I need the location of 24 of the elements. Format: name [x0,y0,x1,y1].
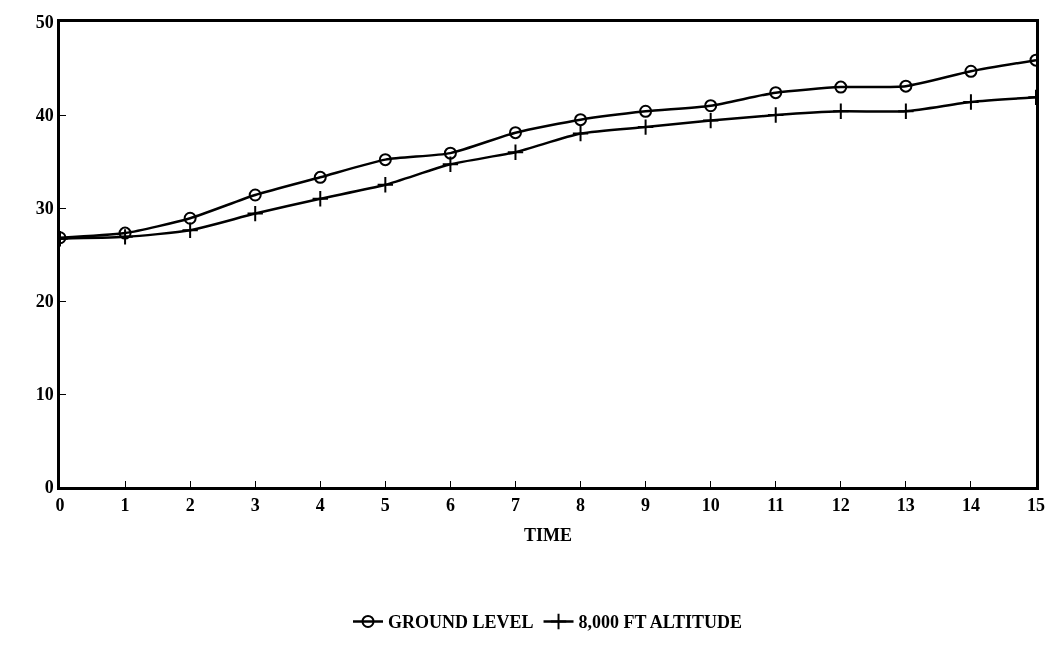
x-tick-label: 15 [1027,495,1045,516]
x-axis-title: TIME [523,525,573,546]
y-tick-label: 50 [35,12,54,33]
legend-label: 8,000 FT ALTITUDE [578,612,743,633]
y-tick-label: 30 [35,198,54,219]
x-tick-label: 7 [510,495,520,516]
legend-label: GROUND LEVEL [388,612,534,633]
y-tick-label: 10 [35,384,54,405]
x-tick-label: 12 [831,495,850,516]
x-tick-label: 5 [380,495,390,516]
y-tick-label: 20 [35,291,54,312]
x-tick-label: 9 [641,495,651,516]
x-tick-label: 13 [896,495,915,516]
x-tick-label: 2 [185,495,195,516]
x-tick-label: 4 [315,495,325,516]
x-tick-label: 6 [445,495,455,516]
y-tick-label: 0 [44,477,54,498]
y-tick-label: 40 [35,105,54,126]
x-tick-label: 10 [701,495,720,516]
x-tick-label: 8 [576,495,586,516]
x-tick-label: 11 [767,495,785,516]
x-tick-label: 14 [961,495,980,516]
x-tick-label: 3 [250,495,260,516]
x-tick-label: 1 [120,495,130,516]
